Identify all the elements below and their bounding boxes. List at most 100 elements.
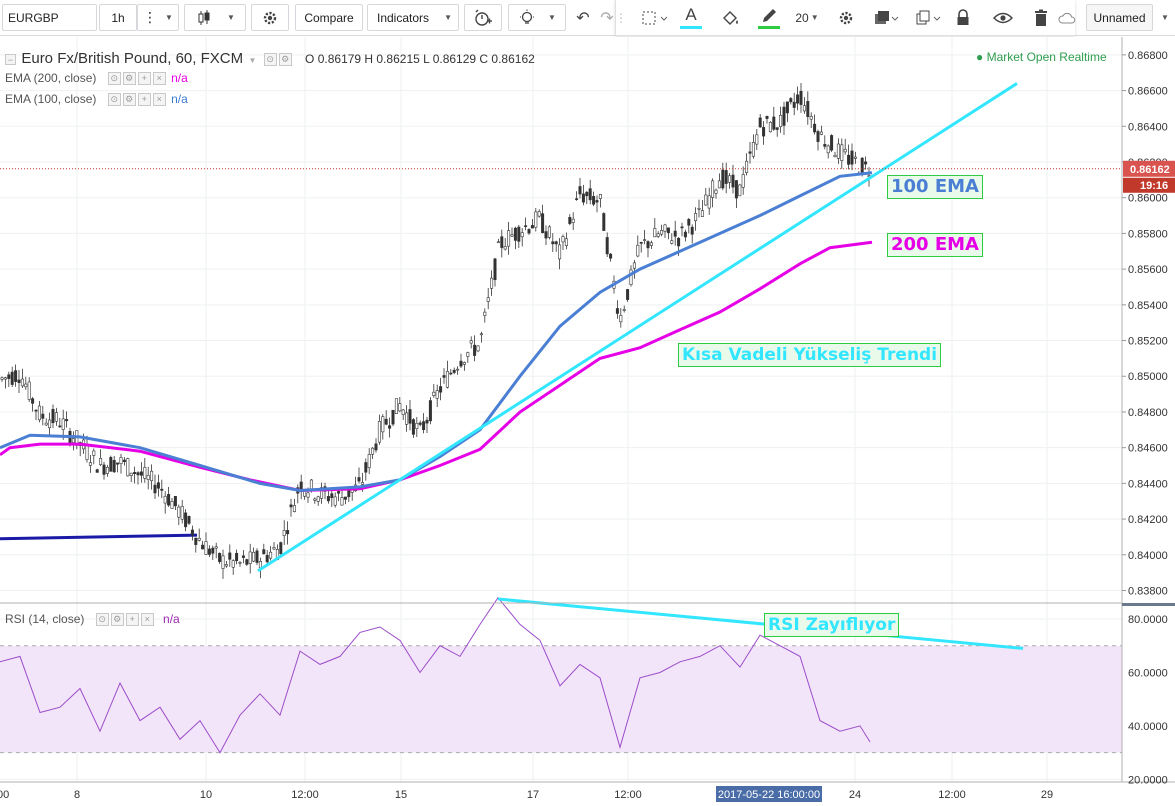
more-vertical-icon: ⋮ — [143, 9, 158, 25]
candle-body — [558, 244, 562, 260]
candle-body — [847, 154, 851, 165]
ema100-callout[interactable]: 100 EMA — [887, 175, 983, 199]
ema100-legend: EMA (100, close) ⊙ ⚙ + × n/a — [5, 92, 188, 107]
candle-body — [456, 368, 460, 371]
settings-icon[interactable]: ⚙ — [122, 93, 136, 107]
price-tick-label: 0.84200 — [1128, 514, 1168, 526]
rsi-callout[interactable]: RSI Zayıflıyor — [764, 613, 900, 637]
close-icon[interactable]: × — [140, 613, 154, 627]
visibility-icon[interactable]: ⊙ — [107, 93, 121, 107]
pane-resize-handle[interactable] — [1122, 603, 1175, 606]
candle-body — [507, 230, 511, 247]
compare-button[interactable]: Compare — [295, 4, 363, 31]
candle-body — [343, 496, 347, 500]
add-icon[interactable]: + — [125, 613, 139, 627]
candle-body — [755, 134, 759, 145]
text-color-button[interactable]: A — [678, 4, 704, 31]
chart-canvas[interactable]: 0.868000.866000.864000.862000.860000.858… — [0, 37, 1175, 806]
delete-button[interactable] — [1029, 4, 1053, 31]
candle-body — [245, 559, 249, 565]
candle-body — [571, 218, 575, 223]
chart-area[interactable]: 0.868000.866000.864000.862000.860000.858… — [0, 37, 1175, 806]
ema100-value: n/a — [171, 92, 188, 106]
visual-order-button[interactable] — [870, 4, 902, 31]
line-width-button[interactable]: 20 ▼ — [792, 4, 822, 31]
candle-body — [190, 529, 194, 536]
drawing-properties-toolbar: ⋮ A 20 ▼ — [615, 0, 1076, 36]
candle-body — [459, 360, 463, 367]
crosshair-date-text: 2017-05-22 16:00:00 — [718, 789, 820, 801]
undo-icon: ↶ — [576, 9, 590, 27]
candle-body — [864, 161, 868, 165]
horizontal-line-drawing[interactable] — [0, 533, 198, 541]
candle-body — [105, 466, 109, 474]
visibility-button[interactable] — [991, 4, 1015, 31]
chart-type-button[interactable]: ▼ — [184, 4, 246, 31]
candle-body — [690, 226, 694, 235]
fill-color-button[interactable] — [718, 4, 744, 31]
drag-handle[interactable]: ⋮ — [615, 10, 627, 25]
visibility-icon[interactable]: ⊙ — [107, 72, 121, 86]
candle-body — [629, 269, 633, 286]
interval-button[interactable]: 1h — [99, 4, 137, 31]
trend-callout[interactable]: Kısa Vadeli Yükseliş Trendi — [678, 343, 942, 367]
candle-body — [228, 552, 232, 560]
trendline-drawing[interactable] — [257, 82, 1018, 573]
collapse-icon[interactable]: − — [5, 54, 16, 66]
chart-settings-button[interactable] — [251, 4, 289, 31]
settings-icon[interactable]: ⚙ — [110, 613, 124, 627]
close-icon[interactable]: × — [152, 93, 166, 107]
candles-icon — [198, 9, 210, 25]
candle-body — [823, 144, 827, 147]
candle-body — [139, 471, 143, 476]
visibility-icon[interactable]: ⊙ — [95, 613, 109, 627]
undo-button[interactable]: ↶ — [570, 4, 596, 31]
time-axis[interactable]: 8 10 12:00 15 17 12:00 24 12:00 29:00 — [0, 789, 1053, 801]
line-color-button[interactable] — [756, 4, 782, 31]
lock-button[interactable] — [952, 4, 974, 31]
add-icon[interactable]: + — [137, 72, 151, 86]
rsi-axis[interactable]: 80.0000 60.0000 40.0000 20.0000 — [1128, 614, 1168, 786]
candle-body — [537, 211, 541, 217]
countdown-badge-text: 19:16 — [1140, 180, 1168, 192]
rsi-trendline-drawing[interactable] — [497, 597, 1024, 650]
candle-body — [486, 297, 490, 302]
candle-body — [479, 333, 483, 336]
candle-body — [177, 506, 181, 518]
candle-body — [741, 174, 745, 188]
drawing-settings-button[interactable] — [834, 4, 858, 31]
countdown-badge — [1123, 177, 1175, 193]
ideas-button[interactable]: ▼ — [508, 4, 566, 31]
ema200-callout[interactable]: 200 EMA — [887, 233, 983, 257]
candle-body — [496, 241, 500, 244]
candle-body — [116, 462, 120, 465]
close-icon[interactable]: × — [152, 72, 166, 86]
price-tick-label: 0.85200 — [1128, 336, 1168, 348]
candle-body — [37, 405, 41, 421]
candle-body — [360, 482, 364, 485]
indicators-button[interactable]: Indicators ▼ — [367, 4, 459, 31]
add-icon[interactable]: + — [137, 93, 151, 107]
time-tick-label: 29 — [1041, 789, 1053, 801]
rsi-tick-label: 20.0000 — [1128, 774, 1168, 786]
interval-dropdown[interactable]: ⋮ ▼ — [137, 4, 179, 31]
candle-body — [520, 232, 524, 238]
alert-button[interactable] — [464, 4, 502, 31]
candle-body — [609, 253, 613, 259]
symbol-search-input[interactable]: EURGBP — [2, 4, 97, 31]
cloud-save-button[interactable] — [1058, 4, 1076, 31]
candle-body — [806, 101, 810, 117]
settings-icon[interactable]: ⚙ — [278, 53, 292, 67]
chevron-down-icon[interactable]: ▼ — [248, 56, 257, 65]
clone-button[interactable] — [912, 4, 944, 31]
redo-button[interactable]: ↷ — [596, 4, 618, 31]
save-icon[interactable]: ⊙ — [263, 53, 277, 67]
candle-body — [816, 131, 820, 142]
redo-icon: ↷ — [600, 9, 614, 27]
layout-menu-button[interactable]: ▼ — [1155, 4, 1175, 31]
settings-icon[interactable]: ⚙ — [122, 72, 136, 86]
candle-body — [445, 371, 449, 388]
layout-name-button[interactable]: Unnamed — [1086, 4, 1153, 31]
crop-button[interactable] — [634, 4, 674, 31]
candle-body — [683, 231, 687, 238]
